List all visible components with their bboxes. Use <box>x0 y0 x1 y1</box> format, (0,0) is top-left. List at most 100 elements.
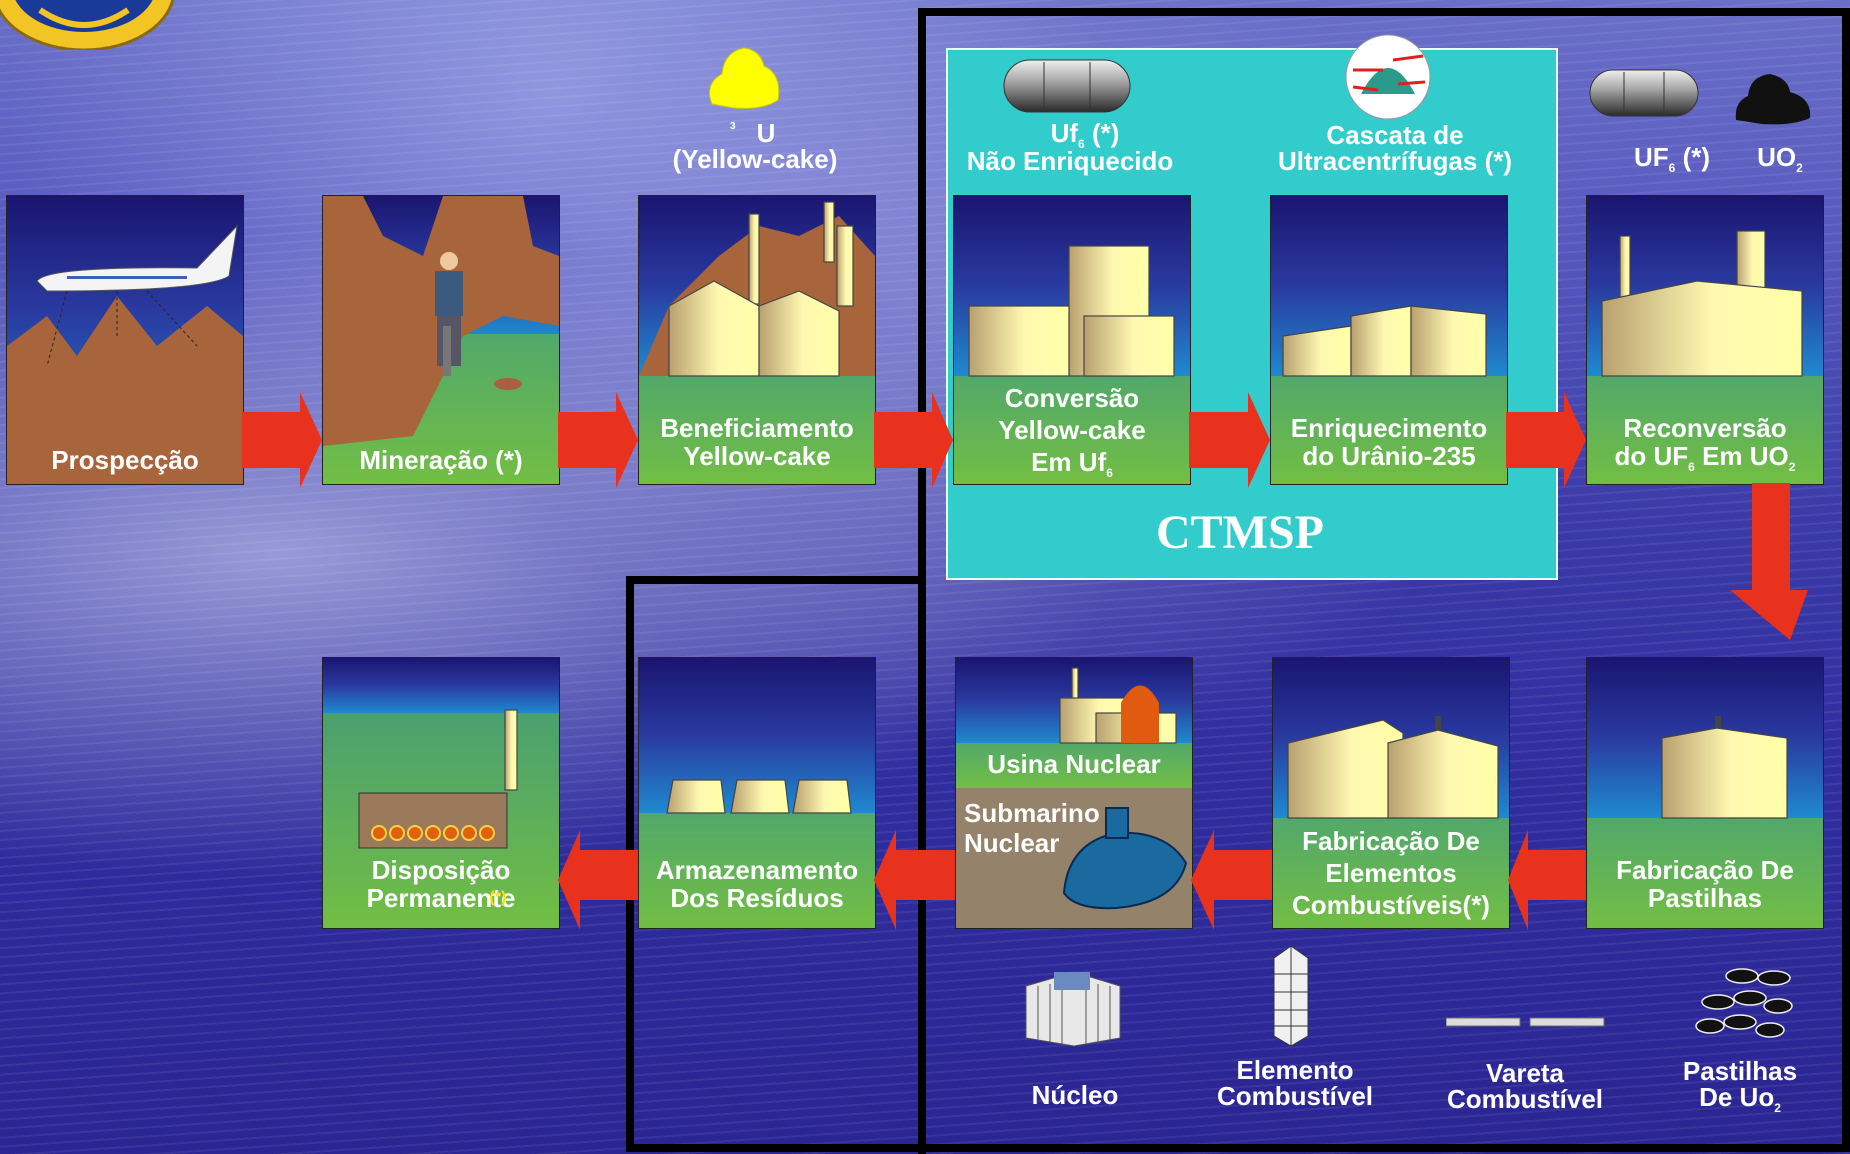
label-fabricacao-pastilhas: Fabricação De Pastilhas <box>1587 856 1823 912</box>
storage-icon <box>666 779 852 814</box>
conversion-plant-icon <box>968 245 1175 377</box>
step-usina-submarino: Usina Nuclear Submarino Nuclear <box>955 657 1193 929</box>
label-reconversao-sub2: 2 <box>1788 460 1796 474</box>
enrichment-plant-icon <box>1282 305 1487 377</box>
label-elementos-line1: Fabricação De <box>1302 826 1480 856</box>
label-pastilhas-line2: Pastilhas <box>1647 883 1763 913</box>
nuclear-plant-icon <box>1059 667 1177 744</box>
caption-elemento: Elemento Combustível <box>1180 1057 1410 1109</box>
label-elementos-star: (*) <box>1462 890 1490 920</box>
label-disposicao-line2-text: Permanente <box>366 883 516 913</box>
caption-uf6-text: UF <box>1633 142 1669 172</box>
step-beneficiamento: Beneficiamento Yellow-cake <box>638 195 876 485</box>
navy-emblem-icon <box>0 0 175 50</box>
uo2-powder-icon <box>1735 74 1811 125</box>
step-armazenamento: Armazenamento Dos Resíduos <box>638 657 876 929</box>
label-fabricacao-elementos: Fabricação De Elementos Combustíveis(*) <box>1273 825 1509 921</box>
caption-u-sub: 3 <box>730 121 736 132</box>
usina-ground <box>956 743 1192 788</box>
caption-u-text: U <box>756 118 776 148</box>
miner-icon <box>323 196 559 446</box>
caption-uf-text: Uf <box>1050 118 1079 148</box>
caption-pastilhas-line2: De Uo2 <box>1670 1084 1810 1121</box>
label-submarino: Submarino Nuclear <box>964 798 1100 858</box>
label-conversao-line3: Em Uf6 <box>954 446 1190 484</box>
label-disposicao-line2: Permanente (*) <box>323 884 559 912</box>
arrow-prospeccao-mineracao <box>242 392 322 488</box>
label-pastilhas-line1: Fabricação De <box>1616 855 1794 885</box>
label-elementos-line3: Combustíveis(*) <box>1273 889 1509 921</box>
label-conversao-line1: Conversão <box>1004 383 1140 413</box>
caption-yellowcake: (Yellow-cake) <box>672 144 838 174</box>
caption-uf: Uf6 (*) <box>1030 120 1140 157</box>
step-conversao: Conversão Yellow-cake Em Uf6 <box>953 195 1191 485</box>
label-disposicao-line1: Disposição <box>371 855 511 885</box>
step-fabricacao-pastilhas: Fabricação De Pastilhas <box>1586 657 1824 929</box>
arrow-conversao-enriquecimento <box>1189 392 1270 488</box>
caption-vareta-line1: Vareta <box>1485 1058 1565 1088</box>
arrow-enriquecimento-reconversao <box>1506 392 1586 488</box>
fuel-element-plant-icon <box>1287 716 1499 819</box>
label-reconversao-sub1: 6 <box>1688 460 1695 474</box>
repository-icon <box>358 709 518 849</box>
label-beneficiamento-line1: Beneficiamento <box>660 413 854 443</box>
caption-uf6: UF6 (*) <box>1612 144 1732 181</box>
label-beneficiamento-line2: Yellow-cake <box>683 441 831 471</box>
uo2-pellets-icon <box>1695 968 1793 1038</box>
label-armazenamento: Armazenamento Dos Resíduos <box>639 856 875 912</box>
step-fabricacao-elementos: Fabricação De Elementos Combustíveis(*) <box>1272 657 1510 929</box>
label-prospeccao: Prospecção <box>51 445 199 475</box>
step-mineracao: Mineração (*) <box>322 195 560 485</box>
caption-cascata-line1: Cascata de <box>1326 120 1464 150</box>
label-conversao-sub: 6 <box>1106 466 1113 480</box>
label-conversao: Conversão Yellow-cake Em Uf6 <box>954 382 1190 484</box>
centrifuge-cascade-icon <box>1345 34 1431 120</box>
caption-elemento-line2: Combustível <box>1216 1081 1374 1111</box>
caption-elemento-line1: Elemento <box>1236 1055 1354 1085</box>
arrow-pastilhas-elementos <box>1508 830 1586 930</box>
caption-uf6-star: (*) <box>1675 142 1711 172</box>
label-submarino-line1: Submarino <box>964 798 1100 828</box>
label-disposicao: Disposição Permanente (*) <box>323 856 559 912</box>
airplane-prospecting-icon <box>7 224 243 484</box>
label-armazenamento-line1: Armazenamento <box>655 855 859 885</box>
arrow-usina-armazenamento <box>874 830 955 930</box>
uf6-cylinder-icon <box>1003 59 1131 113</box>
yellowcake-icon <box>709 47 780 109</box>
pellet-plant-icon <box>1661 716 1788 819</box>
arrow-elementos-usina <box>1191 830 1272 930</box>
arrow-mineracao-beneficiamento <box>558 392 638 488</box>
label-conversao-line3-text: Em Uf <box>1031 447 1107 477</box>
label-reconversao-line1: Reconversão <box>1623 413 1787 443</box>
label-reconversao: Reconversão do UF6 Em UO2 <box>1587 414 1823 481</box>
label-reconversao-2b: Em UO <box>1694 441 1789 471</box>
caption-cascata: Cascata de Ultracentrífugas (*) <box>1260 122 1530 174</box>
caption-pastilhas-sub: 2 <box>1774 1101 1781 1115</box>
caption-uo2: UO2 <box>1740 144 1820 181</box>
label-conversao-line2: Yellow-cake <box>998 415 1146 445</box>
arrow-reconversao-pastilhas <box>1730 483 1808 640</box>
label-usina: Usina Nuclear <box>987 749 1161 779</box>
label-submarino-line2: Nuclear <box>964 828 1060 858</box>
caption-vareta-line2: Combustível <box>1446 1084 1604 1114</box>
mill-plant-icon <box>639 201 875 377</box>
caption-cascata-line2: Ultracentrífugas (*) <box>1277 146 1513 176</box>
caption-uo2-text: UO <box>1757 142 1797 172</box>
caption-uo2-sub: 2 <box>1796 161 1803 175</box>
label-disposicao-star: (*) <box>489 889 507 906</box>
arrow-armazenamento-disposicao <box>558 830 638 930</box>
step-prospeccao: Prospecção <box>6 195 244 485</box>
fuel-element-icon <box>1273 945 1309 1047</box>
label-armazenamento-line2: Dos Resíduos <box>670 883 844 913</box>
uf6-cylinder-icon-2 <box>1589 69 1699 117</box>
label-enriquecimento-line2: do Urânio-235 <box>1302 441 1476 471</box>
caption-pastilhas-line2-text: De Uo <box>1699 1082 1775 1112</box>
fuel-rod-icon <box>1446 1017 1605 1027</box>
ctmsp-label: CTMSP <box>1156 506 1324 559</box>
arrow-beneficiamento-conversao <box>874 392 953 488</box>
caption-pastilhas-line1: Pastilhas <box>1682 1056 1798 1086</box>
label-elementos-line3-text: Combustíveis <box>1292 890 1463 920</box>
step-disposicao: Disposição Permanente (*) <box>322 657 560 929</box>
